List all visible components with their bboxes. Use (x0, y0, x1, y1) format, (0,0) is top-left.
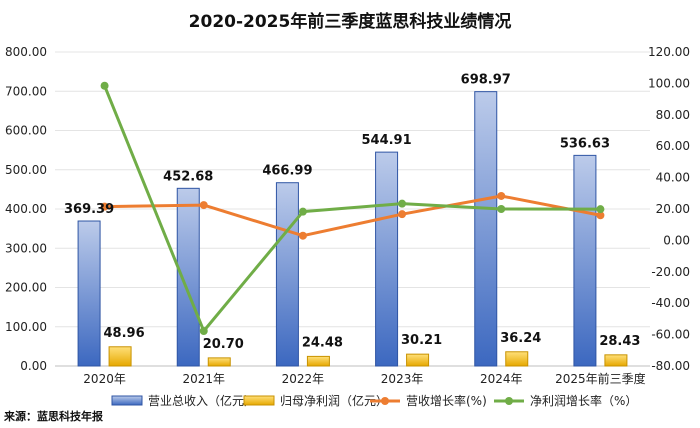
revenue-data-label: 544.91 (361, 133, 411, 148)
y-right-tick-label: 120.00 (648, 45, 690, 59)
axes: 0.00 100.00 200.00 300.00 400.00 500.00 600.00… (5, 45, 690, 386)
net-profit-data-label: 48.96 (104, 326, 145, 341)
y-left-tick-label: 300.00 (5, 241, 47, 255)
revenue-bar (176, 187, 200, 367)
lines (100, 81, 605, 335)
legend-label: 营收增长率(%) (406, 393, 487, 408)
y-left-tick-label: 500.00 (5, 163, 47, 177)
revenue-bar (275, 182, 299, 367)
y-left-tick-label: 0.00 (20, 359, 47, 373)
y-right-tick-label: 60.00 (656, 139, 690, 153)
y-left-tick-label: 600.00 (5, 124, 47, 138)
y-right-tick-label: 80.00 (656, 108, 690, 122)
y-left-tick-label: 800.00 (5, 45, 47, 59)
net-profit-data-label: 36.24 (500, 331, 541, 346)
legend-swatch (243, 395, 275, 406)
profit-growth-point (298, 207, 307, 216)
revenue-bar (77, 220, 101, 367)
x-tick-label: 2021年 (182, 372, 225, 386)
legend-marker (505, 397, 513, 405)
revenue-data-label: 369.39 (64, 202, 114, 217)
y-right-tick-label: 20.00 (656, 202, 690, 216)
net-profit-bar (108, 346, 132, 367)
data-labels: 369.39 48.96 452.68 20.70 466.99 24.48 544.91 3… (64, 73, 640, 352)
profit-growth-point (100, 81, 109, 90)
legend-label: 营业总收入（亿元） (148, 393, 256, 408)
revenue-bar (474, 91, 498, 367)
revenue-growth-point (398, 210, 407, 219)
legend: 营业总收入（亿元） 归母净利润（亿元） 营收增长率(%) 净利润增长率（%） (111, 393, 637, 408)
legend-label: 归母净利润（亿元） (280, 393, 388, 408)
revenue-growth-point (497, 191, 506, 200)
net-profit-data-label: 30.21 (401, 333, 442, 348)
revenue-growth-point (298, 231, 307, 240)
y-right-tick-label: 100.00 (648, 76, 690, 90)
y-right-tick-label: -20.00 (651, 265, 690, 279)
revenue-data-label: 698.97 (461, 73, 511, 88)
y-right-tick-label: 0.00 (663, 233, 690, 247)
net-profit-bar (207, 357, 231, 367)
y-right-tick-label: -60.00 (651, 328, 690, 342)
x-tick-label: 2023年 (381, 372, 424, 386)
revenue-data-label: 452.68 (163, 169, 213, 184)
net-profit-data-label: 24.48 (302, 335, 343, 350)
profit-growth-point (199, 326, 208, 335)
profit-growth-point (497, 205, 506, 213)
y-left-tick-label: 400.00 (5, 202, 47, 216)
net-profit-bar (505, 351, 529, 367)
revenue-bar (375, 151, 399, 367)
legend-marker (381, 397, 389, 405)
x-tick-label: 2022年 (282, 372, 325, 386)
chart-title: 2020-2025年前三季度蓝思科技业绩情况 (189, 11, 512, 32)
x-tick-label: 2020年 (83, 372, 126, 386)
profit-growth-point (398, 199, 407, 208)
net-profit-bar (306, 355, 330, 367)
legend-swatch (111, 395, 143, 406)
revenue-growth-point (199, 201, 208, 210)
net-profit-bar (406, 353, 430, 367)
profit-growth-point (596, 205, 605, 214)
revenue-bar (573, 154, 597, 367)
bars (77, 91, 628, 367)
revenue-data-label: 536.63 (560, 136, 610, 151)
y-left-tick-label: 200.00 (5, 281, 47, 295)
revenue-growth-point (100, 202, 109, 211)
y-left-tick-label: 700.00 (5, 84, 47, 98)
net-profit-bar (604, 354, 628, 367)
net-profit-data-label: 20.70 (203, 337, 244, 352)
revenue-data-label: 466.99 (262, 164, 312, 179)
y-right-tick-label: -80.00 (651, 359, 690, 373)
net-profit-data-label: 28.43 (599, 334, 640, 349)
revenue-growth-point (596, 211, 605, 220)
revenue-growth-line (104, 194, 601, 238)
y-right-tick-label: -40.00 (651, 296, 690, 310)
x-tick-label: 2025年前三季度 (555, 371, 646, 386)
x-tick-label: 2024年 (480, 372, 523, 386)
y-right-tick-label: 40.00 (656, 171, 690, 185)
y-left-tick-label: 100.00 (5, 320, 47, 334)
profit-growth-line (103, 85, 601, 333)
legend-label: 净利润增长率（%） (530, 393, 637, 408)
source-note: 来源：蓝思科技年报 (3, 409, 104, 423)
